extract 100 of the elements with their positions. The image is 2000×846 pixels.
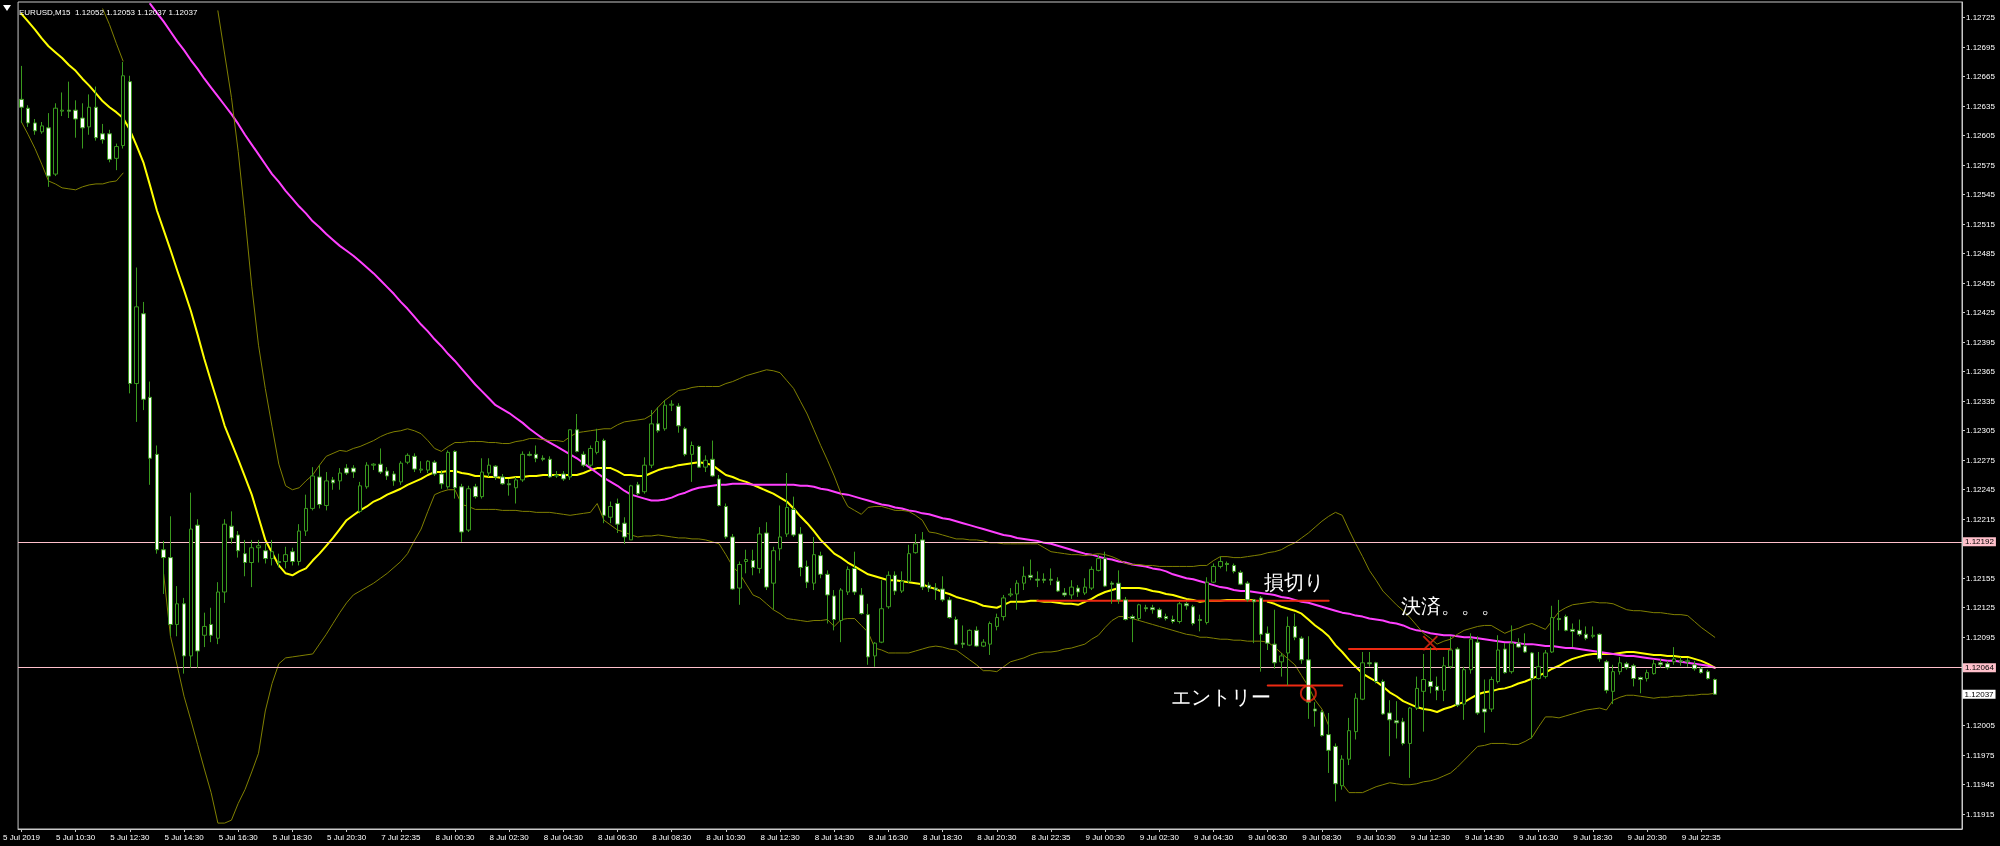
- candlestick: [1597, 632, 1602, 663]
- candlestick: [995, 613, 999, 631]
- candlestick: [1177, 601, 1182, 624]
- candlestick: [1306, 635, 1311, 720]
- candlestick: [1652, 659, 1656, 676]
- x-tick-label: 5 Jul 16:30: [218, 832, 259, 842]
- candlestick: [297, 523, 301, 566]
- candlestick: [676, 402, 681, 434]
- candlestick: [1618, 656, 1622, 676]
- candlestick: [473, 483, 478, 500]
- candlestick: [608, 501, 613, 524]
- candlestick: [1564, 614, 1568, 632]
- candlestick: [669, 399, 674, 412]
- candlestick: [1624, 661, 1629, 671]
- candlestick: [290, 547, 295, 566]
- candlestick: [1401, 717, 1405, 746]
- candlestick: [866, 603, 870, 666]
- y-tick-label: 1.12455: [1966, 278, 1996, 288]
- candlestick: [1387, 699, 1392, 757]
- candlestick: [46, 112, 51, 188]
- candlestick: [737, 561, 742, 606]
- candlestick: [886, 570, 891, 610]
- y-tick-label: 1.12215: [1966, 514, 1996, 524]
- candlestick: [1083, 577, 1087, 596]
- annotation: 損切り: [1264, 570, 1324, 594]
- candlestick: [893, 570, 897, 596]
- candlestick: [1631, 663, 1636, 687]
- candlestick: [426, 459, 430, 474]
- candlestick: [1638, 676, 1643, 694]
- candlestick: [1354, 692, 1358, 741]
- candlestick: [1699, 666, 1703, 675]
- candlestick: [344, 463, 349, 476]
- candlestick: [812, 536, 816, 591]
- candlestick: [229, 510, 234, 545]
- candlestick: [778, 504, 782, 562]
- y-tick-label: 1.12605: [1966, 131, 1996, 141]
- candlestick: [270, 539, 274, 566]
- candlestick: [283, 546, 288, 569]
- candlestick: [1069, 579, 1074, 600]
- x-tick-label: 8 Jul 04:30: [543, 832, 584, 842]
- candlestick: [1584, 625, 1588, 641]
- y-tick-label: 1.12425: [1966, 308, 1996, 318]
- x-tick-label: 5 Jul 20:30: [327, 832, 367, 842]
- x-tick-label: 9 Jul 22:35: [1681, 832, 1722, 842]
- x-tick-label: 9 Jul 08:30: [1302, 832, 1343, 842]
- candlestick: [1509, 624, 1514, 675]
- candlestick: [1679, 656, 1683, 667]
- candlestick: [1591, 625, 1595, 639]
- candlestick: [1462, 666, 1466, 721]
- candlestick: [1685, 657, 1690, 668]
- candlestick: [981, 638, 986, 648]
- candlestick: [419, 460, 423, 474]
- candlestick: [1475, 635, 1480, 716]
- x-tick-label: 7 Jul 22:35: [381, 832, 421, 842]
- candlestick: [1218, 556, 1223, 569]
- candlestick: [324, 471, 329, 511]
- candlestick: [1381, 679, 1385, 716]
- candlestick: [168, 515, 173, 637]
- candlestick: [1570, 622, 1575, 648]
- y-tick-label: 1.12695: [1966, 42, 1996, 52]
- candlestick: [1008, 587, 1013, 598]
- candlestick: [683, 426, 687, 457]
- candlestick: [1096, 554, 1101, 572]
- ref-line-label: 1.12192: [1965, 537, 1995, 547]
- candlestick: [1320, 709, 1324, 738]
- candlestick: [541, 454, 545, 462]
- candlestick: [80, 102, 85, 150]
- candlestick: [243, 539, 247, 577]
- candlestick: [121, 61, 125, 150]
- candlestick: [527, 450, 532, 457]
- x-tick-label: 9 Jul 00:30: [1085, 832, 1126, 842]
- candlestick: [940, 575, 945, 603]
- candlestick: [744, 549, 748, 574]
- candlestick: [879, 579, 884, 644]
- candlestick: [1211, 562, 1216, 584]
- candlestick: [798, 526, 803, 577]
- candlestick: [873, 641, 877, 668]
- candlestick: [757, 526, 762, 574]
- x-tick-label: 5 Jul 10:30: [56, 832, 96, 842]
- candlestick: [26, 104, 30, 128]
- candlestick: [399, 460, 403, 486]
- candlestick: [1408, 706, 1412, 779]
- candlestick: [852, 551, 857, 596]
- candlestick: [480, 457, 484, 500]
- candlestick: [595, 428, 599, 455]
- candlestick: [365, 461, 369, 490]
- candlestick: [67, 81, 71, 119]
- candlestick: [1049, 567, 1053, 586]
- candlestick: [1367, 651, 1372, 668]
- candlestick: [1238, 569, 1243, 586]
- candlestick: [1340, 754, 1344, 791]
- y-tick-label: 1.11975: [1966, 750, 1995, 760]
- candlestick: [663, 399, 667, 432]
- x-tick-label: 8 Jul 06:30: [597, 832, 638, 842]
- candlestick: [907, 544, 911, 584]
- candlestick: [859, 587, 864, 616]
- y-tick-label: 1.12515: [1966, 219, 1996, 229]
- x-tick-label: 8 Jul 08:30: [652, 832, 692, 842]
- candlestick: [222, 518, 227, 604]
- candlestick: [920, 531, 925, 591]
